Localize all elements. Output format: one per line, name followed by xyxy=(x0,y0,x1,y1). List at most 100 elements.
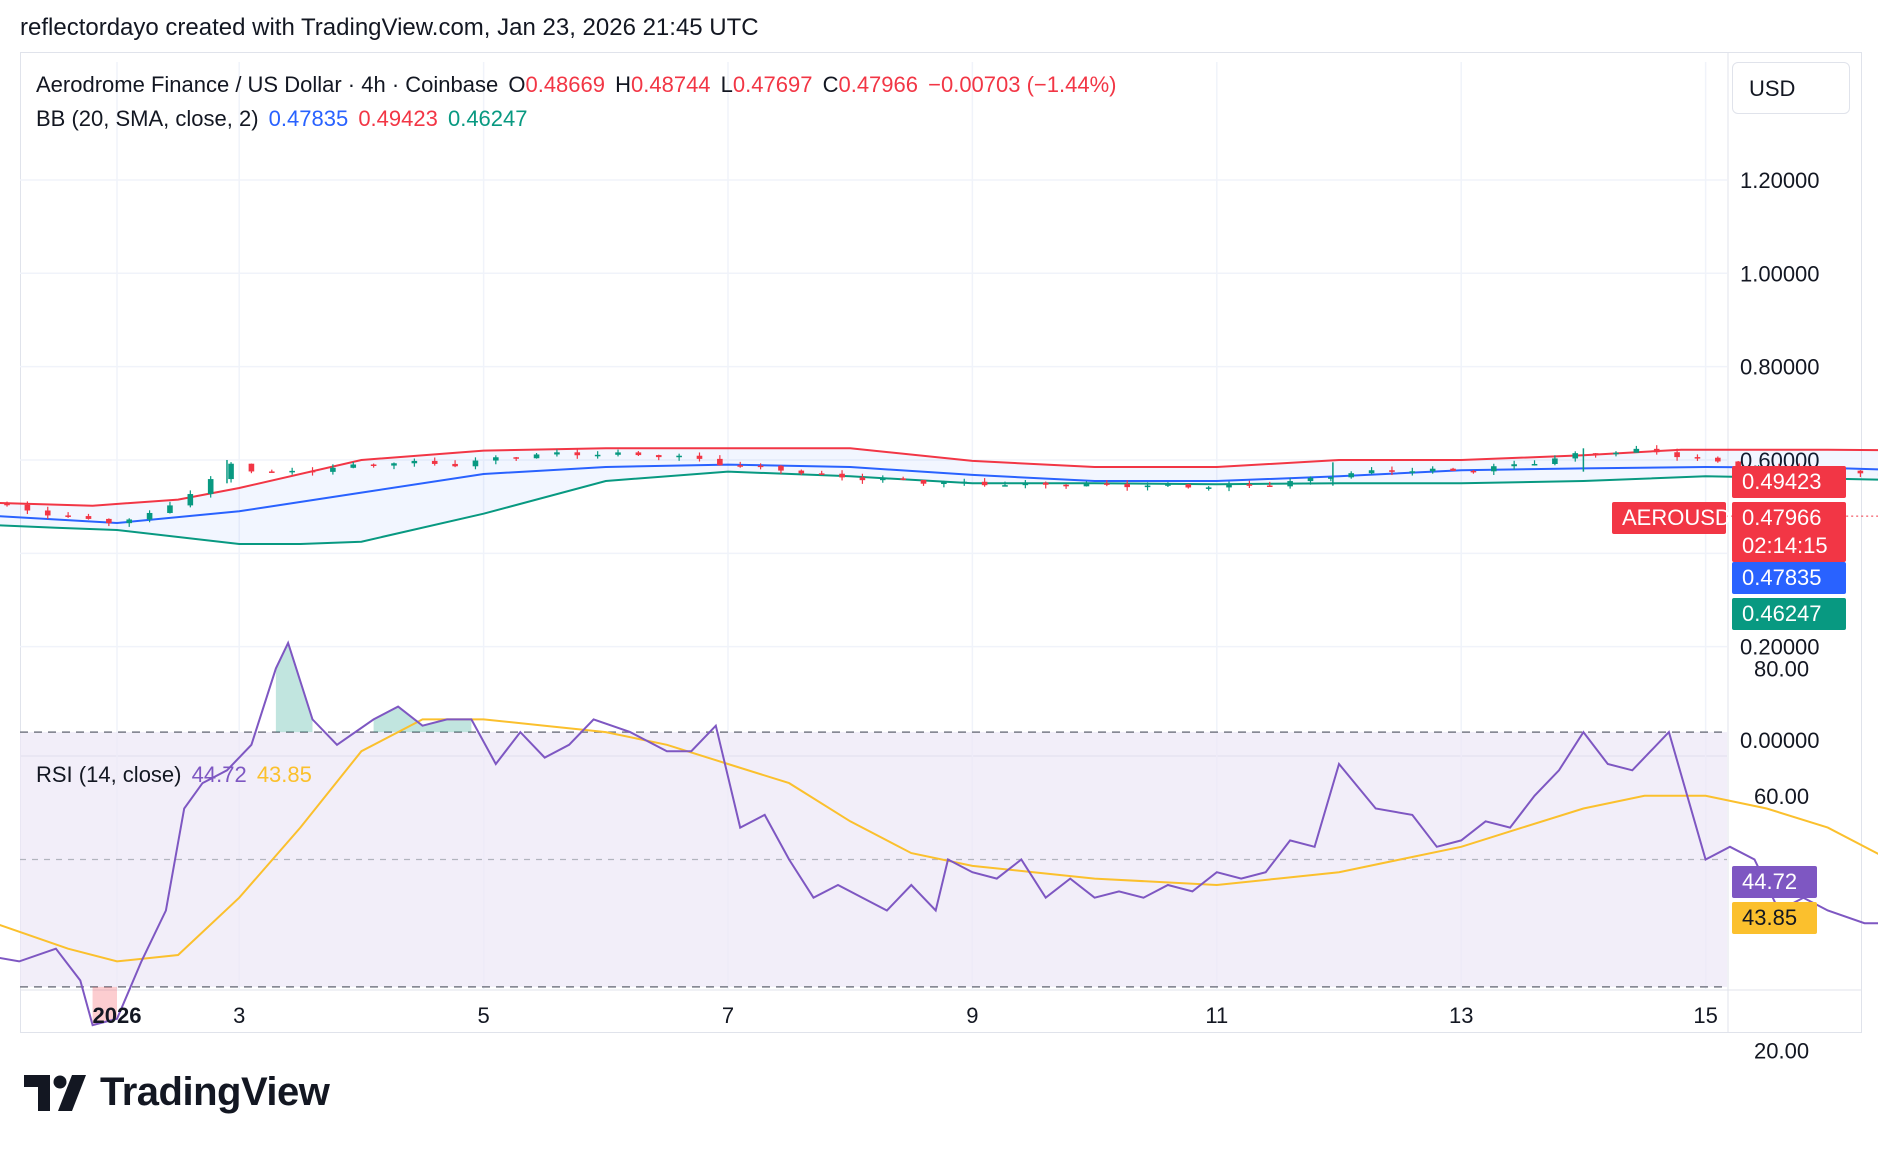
countdown-tag: 02:14:15 xyxy=(1732,530,1846,562)
candle-body xyxy=(961,481,968,484)
rsi-overbought-fill xyxy=(373,706,472,733)
chart-frame xyxy=(20,52,1862,1033)
rsi-title: RSI (14, close) xyxy=(36,762,182,787)
price-axis-label: 1.00000 xyxy=(1740,261,1820,286)
candle-body xyxy=(920,479,927,484)
candle-body xyxy=(1674,452,1680,458)
rsi-axis-label: 80.00 xyxy=(1754,656,1809,681)
price-axis-label: 0.00000 xyxy=(1740,728,1820,753)
symbol-legend[interactable]: Aerodrome Finance / US Dollar · 4h · Coi… xyxy=(36,72,1121,98)
candle-body xyxy=(554,452,560,455)
candle-body xyxy=(106,518,112,524)
candle-body xyxy=(1735,461,1741,468)
candle-body xyxy=(431,460,438,464)
candle-body xyxy=(1633,448,1640,453)
bb-fill xyxy=(0,448,1878,544)
candle-body xyxy=(1470,470,1477,473)
high-label: H xyxy=(615,72,632,97)
candle-body xyxy=(228,463,234,480)
open-label: O xyxy=(508,72,526,97)
candle-body xyxy=(1063,484,1069,487)
candle-body xyxy=(1409,471,1416,473)
tradingview-wordmark: TradingView xyxy=(100,1070,330,1114)
rsi-overbought-fill xyxy=(275,642,313,733)
symbol-title: Aerodrome Finance / US Dollar · 4h · Coi… xyxy=(36,72,499,97)
candle-body xyxy=(941,482,947,484)
candle-body xyxy=(452,463,458,467)
candle-body xyxy=(248,463,255,472)
candle-body xyxy=(635,452,642,456)
candle-body xyxy=(737,465,744,467)
symbol-tag: AEROUSD xyxy=(1612,502,1731,534)
candle-body xyxy=(513,457,519,459)
candle-body xyxy=(1185,484,1192,488)
candle-body xyxy=(187,494,194,506)
bb-lower-tag: 0.46247 xyxy=(1732,598,1846,630)
candle-body xyxy=(676,455,682,458)
candle-body xyxy=(1368,470,1375,474)
candle-body xyxy=(1592,453,1599,455)
candle-body xyxy=(146,512,153,520)
price-axis-label: 1.20000 xyxy=(1740,168,1820,193)
candle-body xyxy=(1531,463,1538,466)
candle-body xyxy=(717,458,723,466)
candle-body xyxy=(1572,453,1579,459)
bb-basis-tag: 0.47835 xyxy=(1732,562,1846,594)
candle-body xyxy=(533,454,540,459)
candle-body xyxy=(1002,485,1008,487)
candle-body xyxy=(24,504,31,511)
bb-basis-value: 0.47835 xyxy=(268,106,349,131)
time-axis-label: 3 xyxy=(233,1003,245,1028)
candle-body xyxy=(1389,470,1395,472)
candle-body xyxy=(391,463,397,466)
bb-title: BB (20, SMA, close, 2) xyxy=(36,106,259,131)
tradingview-logo[interactable]: TradingView xyxy=(24,1070,330,1115)
rsi-ma-value: 43.85 xyxy=(256,762,312,787)
candle-body xyxy=(330,467,336,472)
time-axis-label: 5 xyxy=(477,1003,489,1028)
tradingview-mark-icon xyxy=(24,1074,86,1111)
candle-body xyxy=(1857,470,1864,474)
candle-body xyxy=(1124,483,1130,488)
candle-body xyxy=(1022,482,1029,486)
candle-body xyxy=(44,510,51,516)
change-value: −0.00703 (−1.44%) xyxy=(928,72,1117,97)
rsi-ma-tag: 43.85 xyxy=(1732,902,1817,934)
candle-body xyxy=(411,460,418,464)
candle-body xyxy=(4,503,10,506)
open-value: 0.48669 xyxy=(525,72,605,97)
last-price-tag: 0.47966 xyxy=(1732,502,1846,534)
candle-body xyxy=(1694,457,1701,459)
bb-upper-tag: 0.49423 xyxy=(1732,466,1846,498)
candle-body xyxy=(778,465,784,471)
candle-body xyxy=(757,465,764,468)
candle-body xyxy=(1083,483,1090,487)
candle-body xyxy=(65,515,71,517)
candle-body xyxy=(309,470,316,473)
candle-body xyxy=(268,471,275,473)
candle-body xyxy=(1266,485,1273,487)
candle-body xyxy=(879,478,886,481)
candle-body xyxy=(1328,477,1334,479)
bb-upper-value: 0.49423 xyxy=(358,106,438,131)
candle-body xyxy=(126,519,133,524)
candle-body xyxy=(900,478,906,480)
bb-legend[interactable]: BB (20, SMA, close, 2) 0.47835 0.49423 0… xyxy=(36,106,532,132)
candle-body xyxy=(1165,484,1171,486)
candle-body xyxy=(839,473,845,478)
time-axis-label: 15 xyxy=(1693,1003,1717,1028)
candle-body xyxy=(1307,477,1314,482)
candle-body xyxy=(1226,484,1232,488)
credit-line: reflectordayo created with TradingView.c… xyxy=(20,14,759,41)
currency-button[interactable]: USD xyxy=(1732,62,1850,114)
rsi-legend[interactable]: RSI (14, close) 44.72 43.85 xyxy=(36,762,316,788)
time-axis-label: 13 xyxy=(1449,1003,1473,1028)
candle-body xyxy=(1490,466,1497,472)
candle-body xyxy=(574,452,581,456)
time-axis-label: 11 xyxy=(1205,1003,1228,1028)
candle-body xyxy=(350,464,357,468)
price-axis-label: 0.20000 xyxy=(1740,635,1820,660)
bb-basis-line xyxy=(0,463,1878,525)
candle-body xyxy=(859,477,866,481)
